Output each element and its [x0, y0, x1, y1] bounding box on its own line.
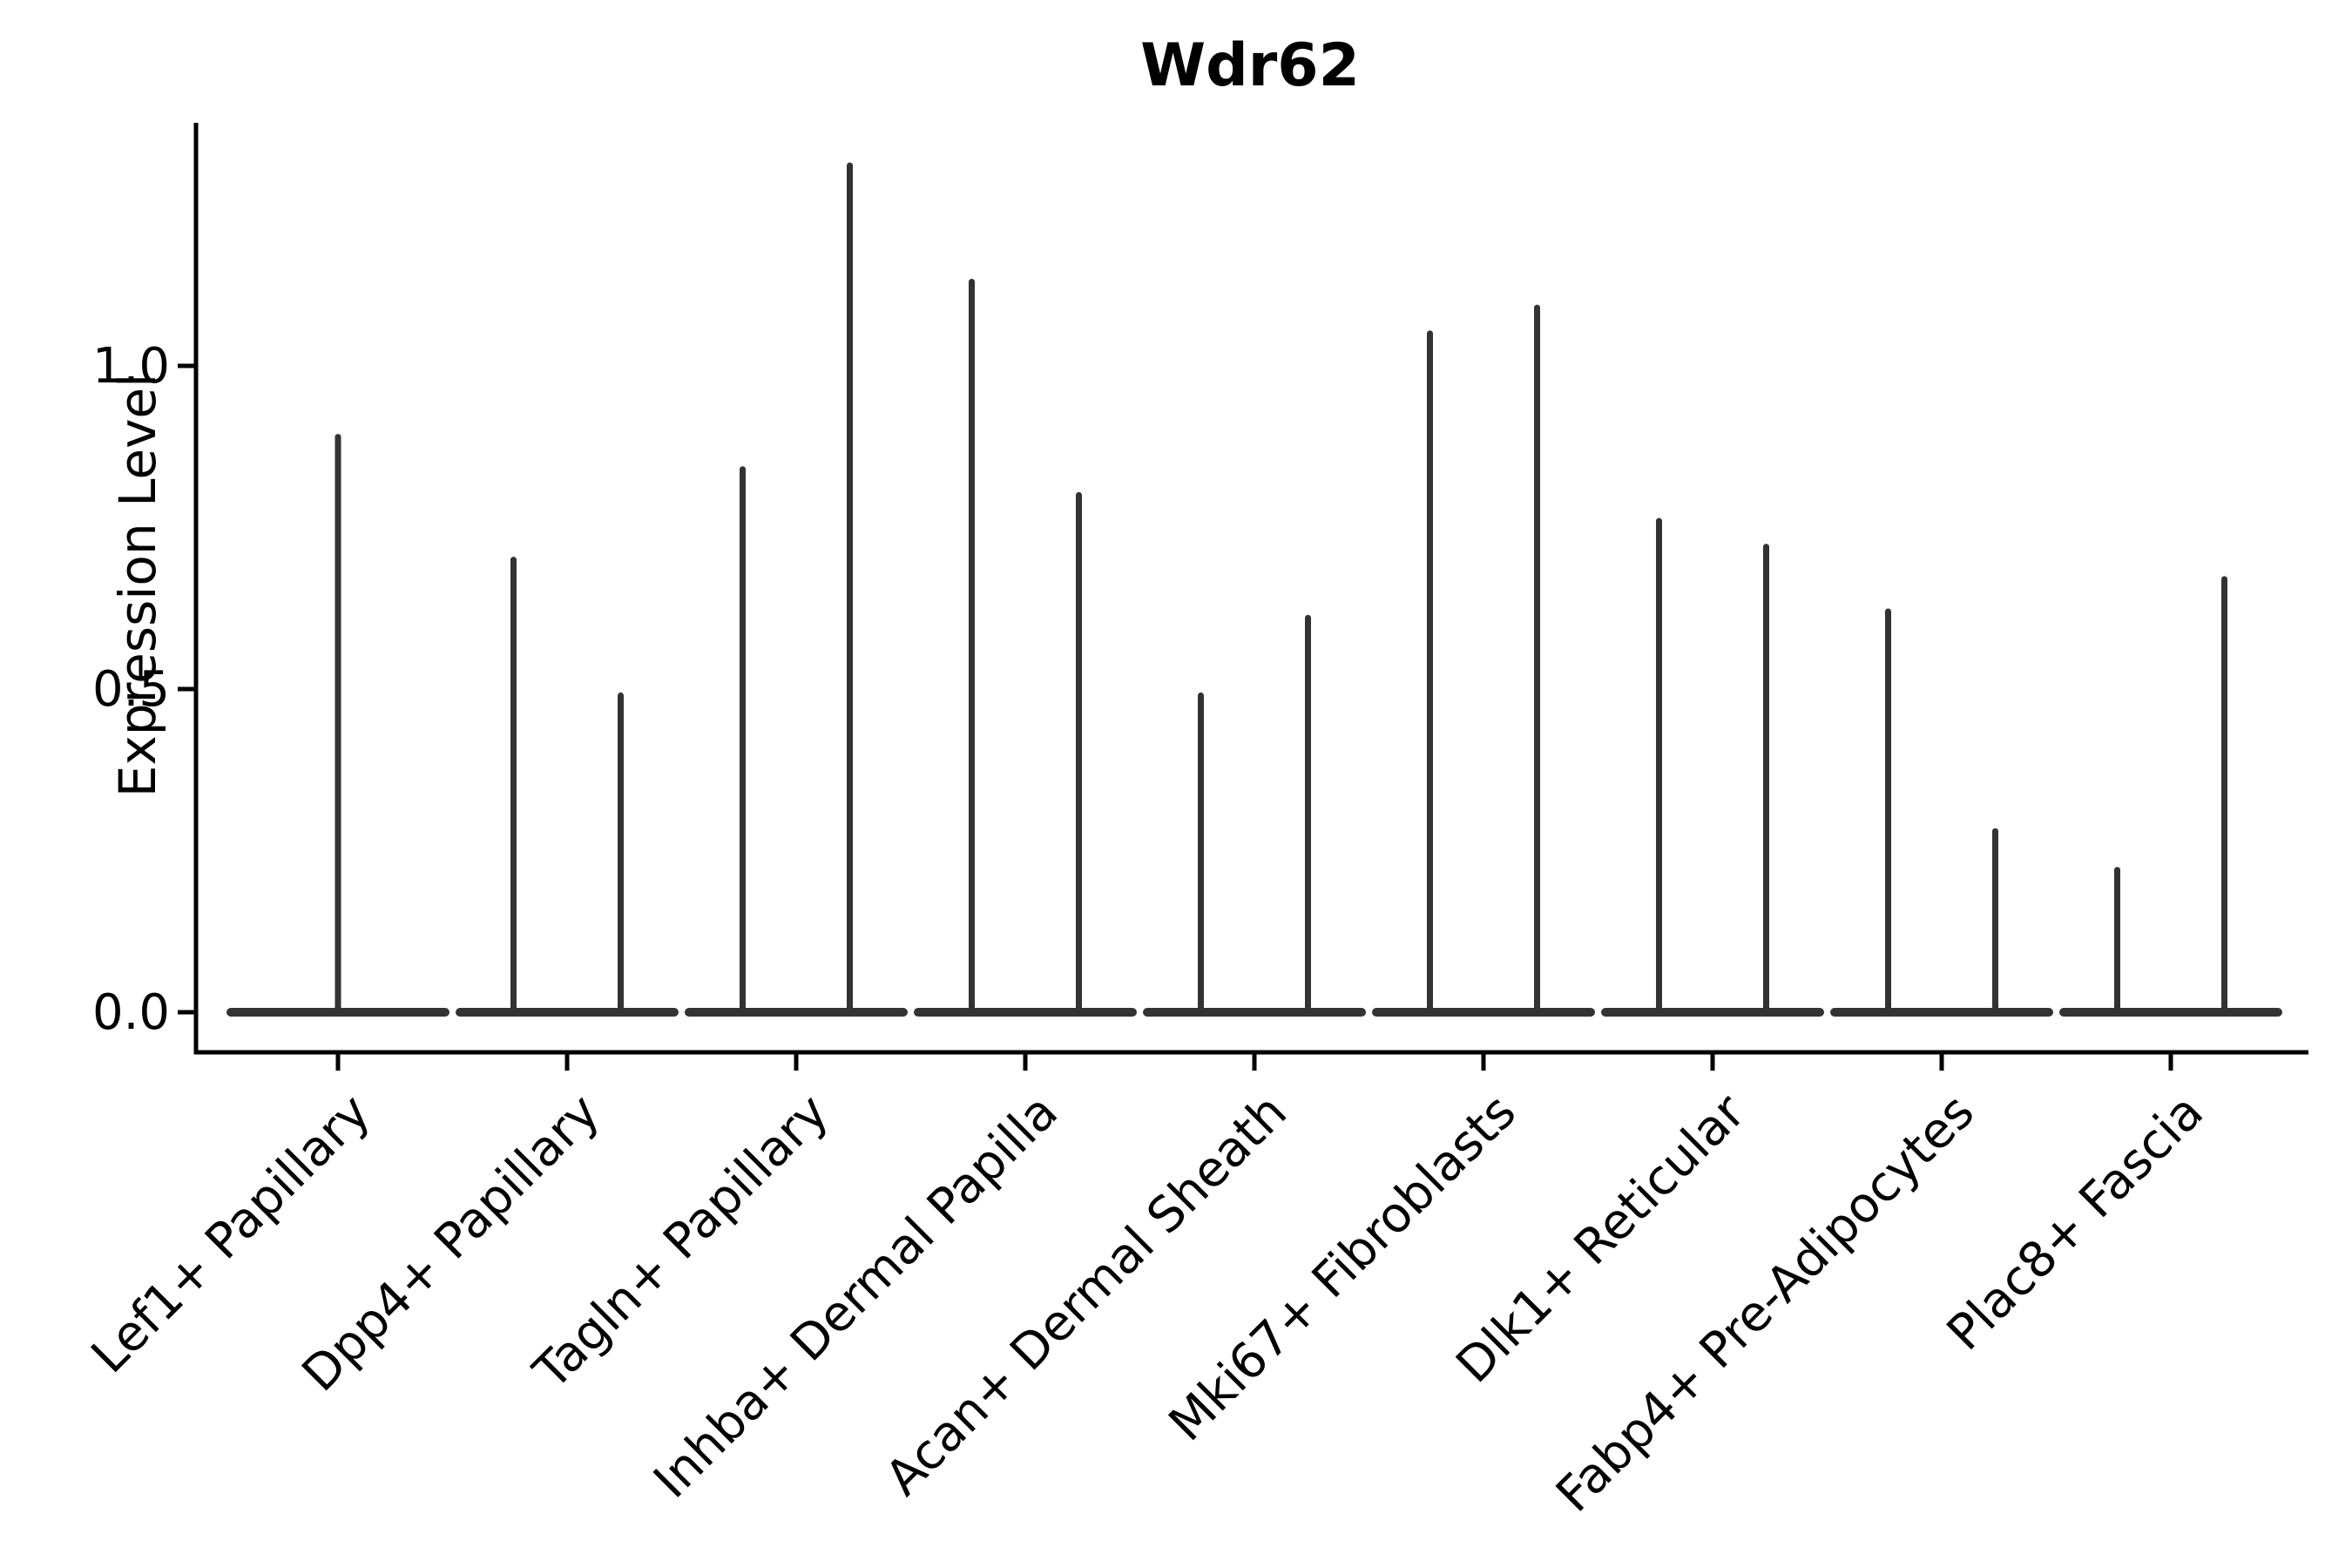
y-axis-label: Expression Level [108, 374, 167, 797]
x-tick-label: Inhba+ Dermal Papilla [643, 1084, 1069, 1510]
y-tick-label: 1.0 [92, 338, 170, 395]
y-tick-label: 0.0 [92, 984, 170, 1041]
chart-title: Wdr62 [1140, 31, 1360, 100]
x-tick-label: Fabp4+ Pre-Adipocytes [1545, 1084, 1985, 1524]
y-tick-label: 0.5 [92, 661, 170, 718]
x-tick-label: Acan+ Dermal Sheath [875, 1084, 1298, 1507]
violin-layer [226, 162, 2282, 1017]
axes-layer [178, 123, 2308, 1071]
